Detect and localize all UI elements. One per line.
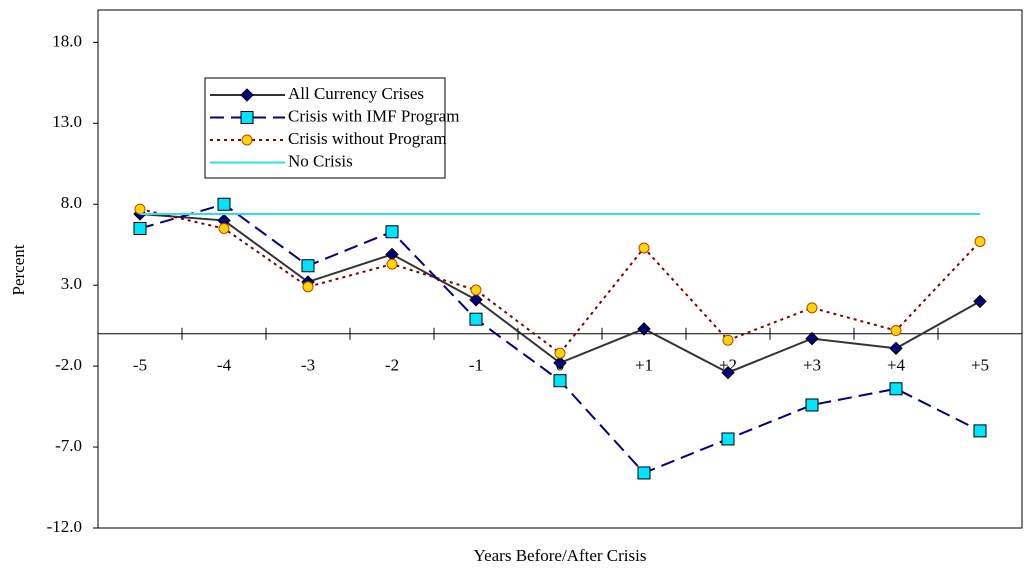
point [385, 225, 399, 239]
point [301, 259, 315, 273]
x-tick-label: +3 [803, 356, 821, 375]
point [974, 235, 986, 247]
point [553, 374, 567, 388]
point [217, 197, 231, 211]
point [805, 398, 819, 412]
y-tick-label: 18.0 [52, 31, 82, 50]
plot-frame [97, 9, 1023, 529]
point [133, 222, 147, 236]
point [637, 322, 651, 336]
point [721, 432, 735, 446]
series-line [139, 208, 981, 355]
point [973, 424, 987, 438]
point [722, 334, 734, 346]
x-tick-label: -5 [133, 356, 147, 375]
point [218, 223, 230, 235]
x-tick-label: -3 [301, 356, 315, 375]
y-tick-label: -7.0 [55, 436, 82, 455]
y-axis-title: Percent [9, 244, 28, 295]
point [889, 382, 903, 396]
point [134, 203, 146, 215]
point [890, 325, 902, 337]
x-tick-label: -2 [385, 356, 399, 375]
legend-marker [240, 88, 254, 102]
y-tick-label: -2.0 [55, 355, 82, 374]
point [889, 341, 903, 356]
legend-label: Crisis without Program [288, 129, 447, 148]
x-tick-label: +4 [887, 356, 906, 375]
x-tick-label: -4 [217, 356, 232, 375]
point [637, 466, 651, 480]
point [386, 258, 398, 270]
point [973, 294, 987, 309]
y-tick-label: -12.0 [47, 517, 82, 536]
legend-marker [240, 111, 254, 124]
x-tick-label: -1 [469, 356, 483, 375]
x-axis-title: Years Before/After Crisis [474, 546, 647, 565]
legend-label: All Currency Crises [288, 84, 424, 103]
point [806, 302, 818, 314]
point [302, 281, 314, 293]
y-tick-label: 8.0 [61, 193, 82, 212]
legend-label: Crisis with IMF Program [288, 106, 459, 125]
x-tick-label: +5 [971, 356, 989, 375]
legend-marker [241, 134, 253, 146]
point [721, 365, 735, 380]
legend-label: No Crisis [288, 151, 353, 170]
point [638, 242, 650, 254]
point [469, 312, 483, 326]
point [469, 293, 483, 307]
point [553, 356, 567, 370]
point [470, 284, 482, 296]
x-tick-label: +1 [635, 356, 653, 375]
y-tick-label: 3.0 [61, 274, 82, 293]
point [554, 347, 566, 359]
point [385, 247, 399, 262]
point [805, 331, 819, 346]
y-tick-label: 13.0 [52, 112, 82, 131]
